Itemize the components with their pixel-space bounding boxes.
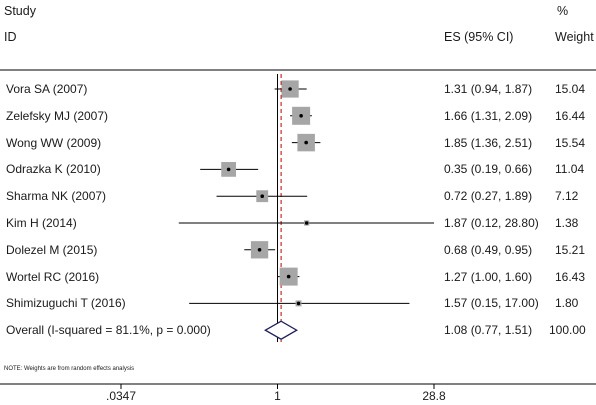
study-weight: 1.80	[555, 296, 579, 311]
study-weight: 11.04	[555, 162, 585, 177]
study-id: Wong WW (2009)	[6, 135, 102, 150]
study-es-ci: 0.68 (0.49, 0.95)	[444, 242, 533, 257]
study-es-ci: 1.27 (1.00, 1.60)	[444, 269, 533, 284]
id-column-header: ID	[4, 30, 17, 44]
study-es-ci: 1.87 (0.12, 28.80)	[444, 216, 539, 230]
study-weight: 15.04	[555, 82, 586, 96]
study-id: Odrazka K (2010)	[6, 162, 101, 177]
study-weight: 16.44	[555, 108, 586, 123]
study-weight: 1.38	[555, 216, 579, 230]
study-weight: 15.54	[555, 135, 586, 150]
study-es-ci: 1.57 (0.15, 17.00)	[444, 296, 539, 311]
es-ci-column-header: ES (95% CI)	[444, 30, 514, 44]
study-weight: 15.21	[555, 242, 586, 257]
point-estimate	[299, 114, 303, 118]
point-estimate	[286, 274, 291, 279]
study-id: Shimizuguchi T (2016)	[6, 296, 126, 311]
weights-note: NOTE: Weights are from random effects an…	[4, 366, 135, 372]
study-id: Dolezel M (2015)	[6, 242, 98, 257]
point-estimate	[288, 87, 292, 91]
study-es-ci: 1.31 (0.94, 1.87)	[444, 82, 533, 96]
weight-column-header: Weight	[555, 30, 594, 44]
x-tick-label: 1	[274, 389, 281, 403]
point-estimate	[257, 248, 262, 252]
study-es-ci: 1.85 (1.36, 2.51)	[444, 135, 533, 150]
study-id: Zelefsky MJ (2007)	[6, 108, 109, 123]
overall-es-ci: 1.08 (0.77, 1.51)	[444, 323, 533, 338]
overall-label: Overall (I-squared = 81.1%, p = 0.000)	[6, 323, 211, 338]
study-weight: 7.12	[555, 189, 579, 204]
study-column-header: Study	[4, 4, 36, 18]
point-estimate	[260, 194, 265, 198]
overall-weight: 100.00	[549, 323, 586, 338]
study-id: Kim H (2014)	[6, 216, 77, 230]
point-estimate	[226, 167, 231, 172]
study-id: Sharma NK (2007)	[6, 189, 107, 204]
percent-header: %	[557, 4, 569, 18]
point-estimate	[304, 140, 308, 145]
point-estimate	[296, 301, 301, 306]
study-weight: 16.43	[555, 269, 586, 284]
study-id: Wortel RC (2016)	[6, 269, 100, 284]
study-es-ci: 0.72 (0.27, 1.89)	[444, 189, 533, 204]
x-tick-label: .0347	[105, 389, 137, 403]
study-es-ci: 0.35 (0.19, 0.66)	[444, 162, 533, 177]
overall-diamond	[264, 320, 299, 340]
study-id: Vora SA (2007)	[6, 82, 88, 96]
x-tick-label: 28.8	[422, 389, 446, 403]
point-estimate	[304, 221, 309, 225]
study-es-ci: 1.66 (1.31, 2.09)	[444, 108, 533, 123]
